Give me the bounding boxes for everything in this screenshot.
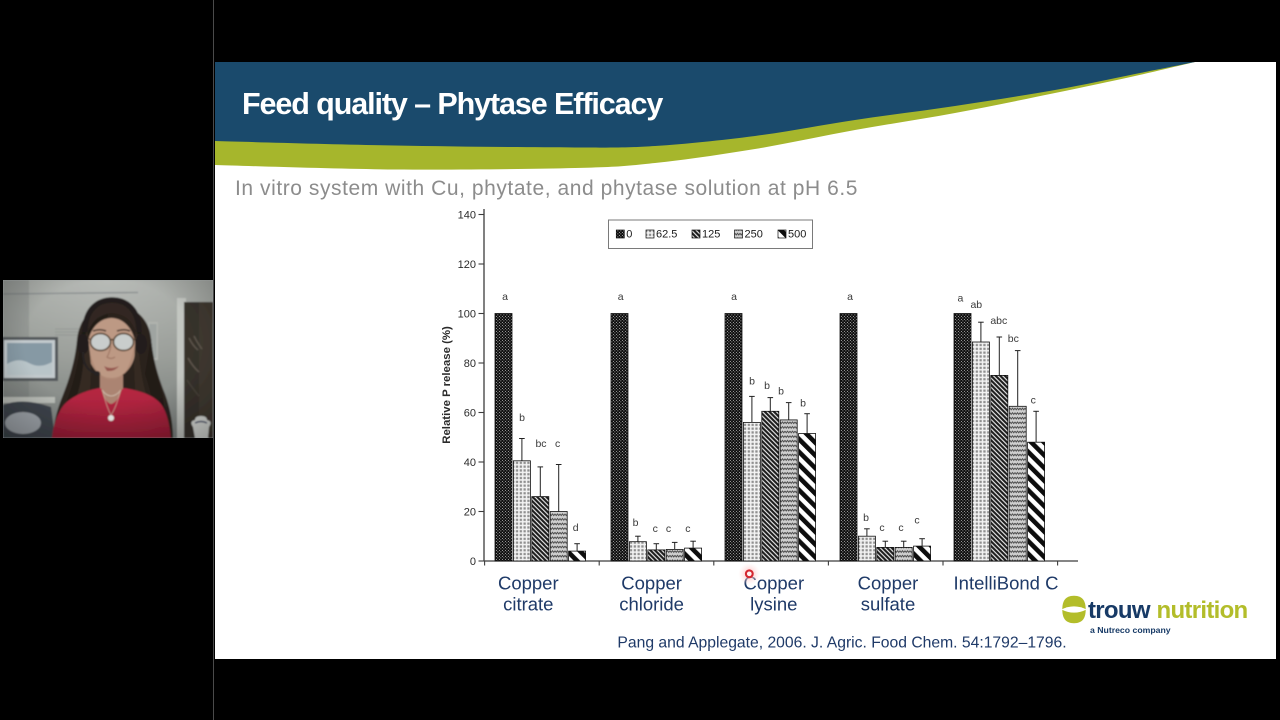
svg-text:b: b: [863, 512, 869, 524]
svg-text:c: c: [914, 514, 919, 526]
svg-text:500: 500: [788, 229, 806, 241]
svg-text:140: 140: [458, 209, 476, 221]
svg-text:20: 20: [464, 506, 476, 518]
svg-text:125: 125: [702, 229, 720, 241]
svg-text:80: 80: [464, 358, 476, 370]
svg-text:b: b: [749, 375, 755, 387]
svg-text:c: c: [1031, 394, 1036, 406]
svg-text:b: b: [764, 380, 770, 392]
svg-text:120: 120: [458, 259, 476, 271]
svg-text:d: d: [573, 522, 579, 534]
svg-text:nutrition: nutrition: [1157, 597, 1248, 624]
svg-text:a: a: [957, 292, 963, 304]
svg-text:c: c: [879, 522, 884, 534]
svg-text:c: c: [653, 523, 658, 535]
svg-text:a: a: [618, 291, 624, 303]
svg-text:abc: abc: [990, 315, 1007, 327]
svg-text:60: 60: [464, 407, 476, 419]
svg-text:a: a: [847, 291, 853, 303]
svg-text:Copper: Copper: [498, 573, 559, 594]
svg-text:c: c: [685, 523, 690, 535]
svg-text:a Nutreco company: a Nutreco company: [1090, 625, 1171, 635]
svg-text:bc: bc: [535, 438, 546, 450]
svg-text:Relative P release (%): Relative P release (%): [441, 326, 453, 444]
svg-text:chloride: chloride: [619, 594, 684, 615]
svg-text:250: 250: [745, 229, 763, 241]
svg-text:62.5: 62.5: [656, 229, 677, 241]
svg-text:0: 0: [470, 556, 476, 568]
svg-text:IntelliBond C: IntelliBond C: [954, 573, 1059, 594]
svg-text:Copper: Copper: [858, 573, 919, 594]
svg-text:sulfate: sulfate: [861, 594, 916, 615]
svg-text:a: a: [731, 291, 737, 303]
svg-text:ab: ab: [970, 299, 982, 311]
svg-text:b: b: [519, 412, 525, 424]
svg-text:100: 100: [458, 308, 476, 320]
svg-text:c: c: [898, 522, 903, 534]
svg-text:citrate: citrate: [503, 594, 553, 615]
svg-text:a: a: [502, 291, 508, 303]
svg-text:c: c: [666, 523, 671, 535]
svg-text:b: b: [778, 385, 784, 397]
svg-text:b: b: [633, 517, 639, 529]
svg-text:Pang and Applegate, 2006. J. A: Pang and Applegate, 2006. J. Agric. Food…: [617, 635, 1066, 652]
svg-text:lysine: lysine: [750, 594, 797, 615]
svg-text:c: c: [555, 438, 560, 450]
svg-text:trouw: trouw: [1088, 597, 1151, 624]
svg-text:bc: bc: [1008, 333, 1019, 345]
svg-text:Copper: Copper: [621, 573, 682, 594]
svg-text:40: 40: [464, 457, 476, 469]
svg-text:b: b: [800, 398, 806, 410]
svg-text:0: 0: [626, 229, 632, 241]
